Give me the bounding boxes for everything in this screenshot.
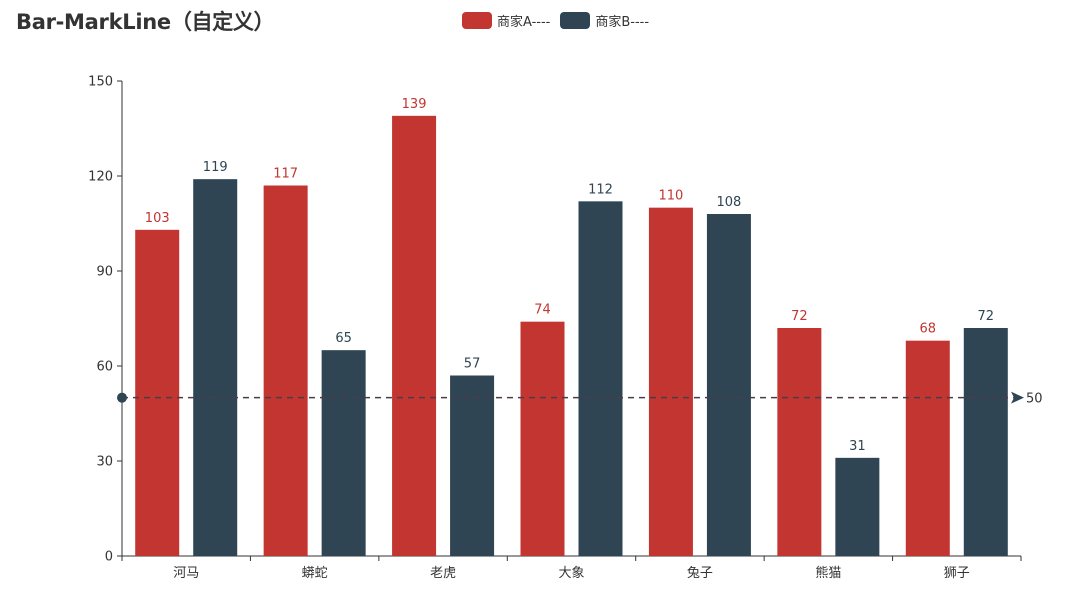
x-tick-label: 大象 (558, 566, 584, 581)
legend-swatch-merchant-b (560, 12, 591, 29)
bar[interactable] (905, 340, 950, 556)
bar[interactable] (193, 179, 238, 556)
bar-value-label: 103 (145, 211, 170, 226)
legend-label-merchant-b: 商家B---- (595, 15, 650, 30)
bar[interactable] (777, 328, 822, 556)
y-axis: 0 30 60 90 120 150 (88, 75, 123, 565)
legend-label-merchant-a: 商家A---- (497, 15, 551, 30)
bars: 103 117 139 74 110 72 68 119 65 57 112 108 31 72 (135, 97, 1008, 557)
bar[interactable] (450, 375, 495, 557)
bar-value-label: 112 (588, 182, 613, 197)
x-tick-label: 狮子 (944, 566, 970, 581)
bar-value-label: 139 (402, 97, 427, 112)
markline-label: 50 (1026, 392, 1043, 407)
markline-arrow-icon (1011, 391, 1024, 404)
legend-item-merchant-b[interactable]: 商家B---- (560, 11, 649, 30)
bar-value-label: 117 (273, 167, 298, 182)
bar[interactable] (520, 321, 565, 556)
y-tick-label: 150 (88, 75, 113, 90)
bar[interactable] (392, 115, 437, 556)
y-tick-label: 120 (88, 170, 113, 185)
mark-line: 50 (117, 391, 1043, 407)
legend: 商家A---- 商家B---- (462, 11, 649, 30)
bar-value-label: 31 (849, 439, 866, 454)
bar[interactable] (648, 207, 693, 556)
legend-item-merchant-a[interactable]: 商家A---- (462, 11, 550, 30)
y-tick-label: 30 (96, 455, 113, 470)
x-tick-label: 老虎 (430, 566, 456, 581)
legend-swatch-merchant-a (462, 12, 492, 29)
bar-value-label: 72 (791, 309, 808, 324)
chart-title: Bar-MarkLine（自定义） (16, 10, 275, 34)
bar-value-label: 119 (203, 160, 228, 175)
bar-value-label: 68 (920, 322, 937, 337)
bar[interactable] (706, 214, 751, 556)
bar[interactable] (835, 457, 880, 556)
bar[interactable] (263, 185, 308, 557)
bar-value-label: 74 (534, 303, 551, 318)
x-tick-label: 熊猫 (815, 565, 841, 581)
bar[interactable] (135, 229, 180, 557)
bar-value-label: 65 (335, 331, 352, 346)
y-tick-label: 90 (96, 265, 113, 280)
bar[interactable] (321, 350, 366, 556)
x-axis: 河马 蟒蛇 老虎 大象 兔子 熊猫 狮子 (121, 555, 1022, 581)
x-tick-label: 河马 (173, 566, 199, 581)
bar-value-label: 110 (659, 189, 684, 204)
bar[interactable] (578, 201, 623, 557)
x-tick-label: 蟒蛇 (302, 566, 328, 581)
bar[interactable] (963, 328, 1008, 556)
y-tick-label: 60 (96, 360, 113, 375)
bar-value-label: 108 (717, 195, 742, 210)
bar-value-label: 57 (464, 357, 481, 372)
bar-value-label: 72 (978, 309, 995, 324)
y-tick-label: 0 (105, 550, 113, 565)
x-tick-label: 兔子 (687, 566, 713, 581)
markline-start-dot (117, 392, 127, 403)
